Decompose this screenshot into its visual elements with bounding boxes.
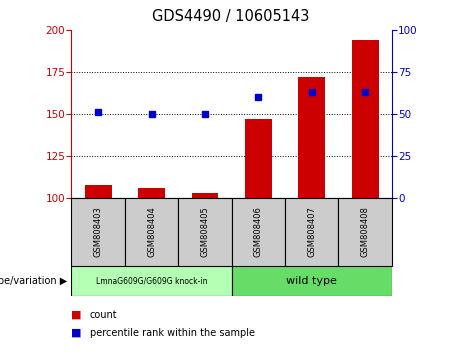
FancyBboxPatch shape <box>125 198 178 266</box>
Bar <box>245 119 272 198</box>
Bar <box>192 193 219 198</box>
Text: percentile rank within the sample: percentile rank within the sample <box>90 328 255 338</box>
Text: GSM808407: GSM808407 <box>307 206 316 257</box>
FancyBboxPatch shape <box>231 198 285 266</box>
FancyBboxPatch shape <box>231 266 392 296</box>
Text: ■: ■ <box>71 310 82 320</box>
Text: LmnaG609G/G609G knock-in: LmnaG609G/G609G knock-in <box>96 276 207 285</box>
Bar <box>352 40 378 198</box>
Text: GDS4490 / 10605143: GDS4490 / 10605143 <box>152 9 309 24</box>
Text: wild type: wild type <box>286 275 337 286</box>
FancyBboxPatch shape <box>178 198 231 266</box>
Bar <box>85 185 112 198</box>
FancyBboxPatch shape <box>338 198 392 266</box>
Text: GSM808406: GSM808406 <box>254 206 263 257</box>
Text: GSM808405: GSM808405 <box>201 206 209 257</box>
Text: ■: ■ <box>71 328 82 338</box>
Bar <box>298 77 325 198</box>
FancyBboxPatch shape <box>285 198 338 266</box>
Text: GSM808403: GSM808403 <box>94 206 103 257</box>
Text: GSM808408: GSM808408 <box>361 206 370 257</box>
Text: GSM808404: GSM808404 <box>147 206 156 257</box>
FancyBboxPatch shape <box>71 266 231 296</box>
Text: count: count <box>90 310 118 320</box>
Text: genotype/variation ▶: genotype/variation ▶ <box>0 275 67 286</box>
FancyBboxPatch shape <box>71 198 125 266</box>
Bar <box>138 188 165 198</box>
